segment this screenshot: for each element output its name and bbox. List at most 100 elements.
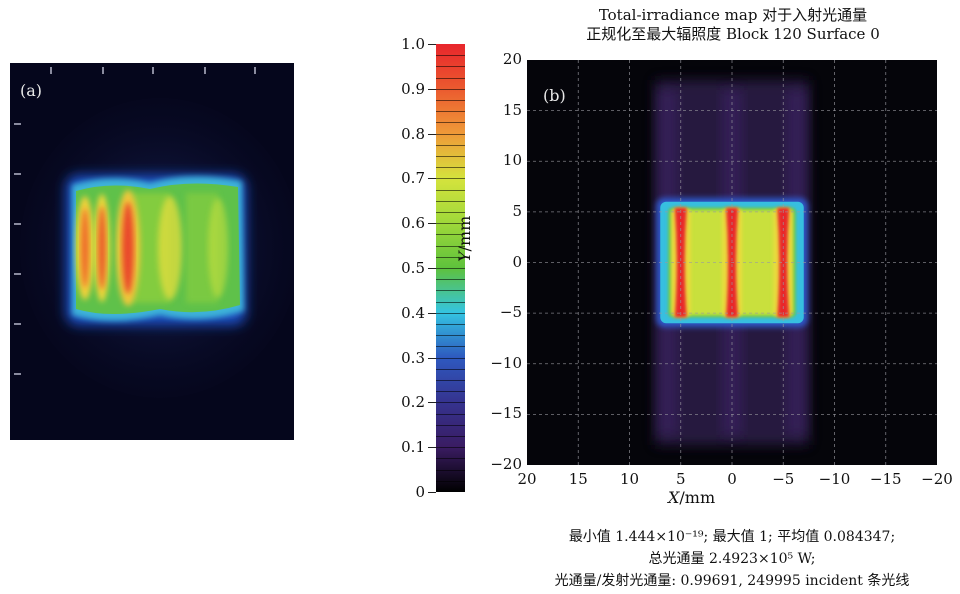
colorbar-band-line [436,144,465,146]
colorbar-tick [428,447,436,449]
x-axis-label: X/mm [668,488,715,507]
colorbar-band-line [436,234,465,236]
panel-b-tag: (b) [543,86,566,105]
y-tick-label: −5 [499,303,522,322]
y-axis-unit: /mm [455,215,474,252]
colorbar-tick [428,178,436,180]
colorbar-band-line [436,100,465,101]
colorbar-band-line [436,447,465,449]
chart-title-line1: Total-irradiance map 对于入射光通量 [598,6,868,24]
scale-tick [14,373,21,375]
colorbar-tick-label: 0.6 [401,214,425,233]
scale-tick [204,67,206,74]
scale-tick [254,67,256,74]
x-tick-label: 5 [675,470,686,488]
panel-a-tag: (a) [20,81,43,100]
colorbar-band-line [436,200,465,202]
colorbar-band-line [436,223,465,225]
colorbar-band-line [436,357,465,359]
colorbar-tick [428,133,436,135]
colorbar-tick-label: 1.0 [401,35,425,53]
colorbar-tick [428,357,436,359]
stats-line-1: 最小值 1.444×10⁻¹⁹; 最大值 1; 平均值 0.084347; [568,529,896,545]
colorbar-band-line [436,88,465,90]
colorbar-band-line [436,368,465,370]
colorbar-band-line [436,301,465,303]
colorbar-tick-label: 0.3 [401,348,425,367]
stats-line-3: 光通量/发射光通量: 0.99691, 249995 incident 条光线 [554,573,910,589]
colorbar-band-line [436,346,465,348]
colorbar-band-line [436,424,465,426]
colorbar-tick-label: 0.2 [401,393,425,412]
scale-tick [152,67,154,74]
scale-tick [14,123,21,125]
x-tick-label: 10 [619,470,640,488]
colorbar-band-line [436,458,465,460]
x-tick-label: −10 [818,470,851,488]
colorbar-tick [428,268,436,269]
measured-spot-rendering [10,63,294,440]
colorbar-band-line [436,212,465,213]
chart-title-line2: 正规化至最大辐照度 Block 120 Surface 0 [586,25,880,43]
colorbar-band-line [436,55,465,57]
colorbar-band-line [436,324,465,325]
y-tick-label: 5 [512,201,522,220]
x-tick-label: 15 [568,470,588,488]
x-tick-label: 0 [727,470,737,488]
colorbar-band-line [436,480,465,482]
colorbar-band-line [436,290,465,292]
colorbar-band-line [436,189,465,191]
colorbar-tick [428,223,436,225]
y-tick-label: 0 [512,252,522,271]
y-tick-label: 15 [502,100,522,119]
x-tick-label: 20 [517,470,537,488]
scale-tick [102,67,104,74]
x-tick-label: −15 [869,470,902,488]
scale-tick [50,67,52,74]
scale-tick [14,223,21,225]
scale-tick [14,273,21,275]
y-tick-label: −10 [490,353,522,372]
irradiance-map-plot: (b) [527,60,937,465]
colorbar-band-line [436,436,465,437]
colorbar-band-line [436,312,465,314]
colorbar-tick-label: 0 [415,483,425,501]
colorbar-band-line [436,380,465,381]
colorbar-band-line [436,335,465,337]
y-tick-label: −15 [490,404,522,423]
colorbar-tick [428,88,436,90]
colorbar-band-line [436,66,465,68]
irradiance-map-svg [527,60,937,465]
colorbar-tick [428,312,436,314]
measured-spot-image: (a) [10,63,294,440]
scale-tick [14,323,21,325]
colorbar-tick-label: 0.8 [401,124,425,143]
x-axis-var: X [668,488,680,507]
x-tick-label: −5 [772,470,795,488]
colorbar-tick-label: 0.9 [401,79,425,98]
colorbar-band-line [436,133,465,135]
colorbar-band-line [436,469,465,471]
colorbar-band-line [436,391,465,393]
colorbar-band-line [436,77,465,79]
colorbar-tick-label: 0.4 [401,303,425,322]
colorbar-tick [428,492,436,493]
scale-tick [14,173,21,175]
y-tick-label: 10 [502,151,522,170]
colorbar-tick-label: 0.7 [401,169,425,188]
y-tick-label: −20 [490,455,522,473]
colorbar-band-line [436,245,465,247]
x-axis-unit: /mm [679,488,716,507]
colorbar-band-line [436,268,465,269]
grid-lines [527,60,937,465]
colorbar-band-line [436,413,465,415]
colorbar-band-line [436,167,465,169]
colorbar-tick [428,402,436,404]
y-axis-label: Y/mm [455,216,474,262]
colorbar-band-line [436,256,465,258]
colorbar-band-line [436,111,465,113]
colorbar-band-line [436,178,465,180]
peak-stripe [674,207,687,318]
y-axis-var: Y [455,251,474,262]
peak-stripe [777,207,790,318]
